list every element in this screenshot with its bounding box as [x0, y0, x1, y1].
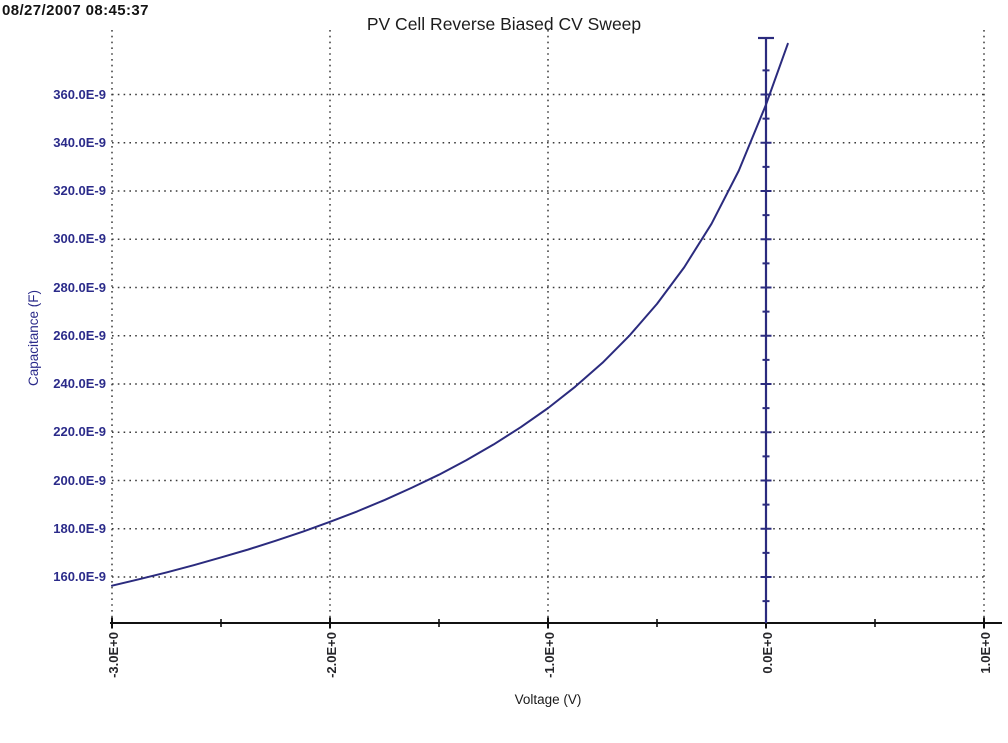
cv-curve — [111, 42, 789, 587]
y-tick-label: 320.0E-9 — [53, 183, 106, 198]
x-tick-label: -1.0E+0 — [542, 632, 557, 678]
y-tick-label: 240.0E-9 — [53, 376, 106, 391]
timestamp: 08/27/2007 08:45:37 — [2, 2, 149, 19]
y-tick-label: 180.0E-9 — [53, 520, 106, 536]
y-tick-label: 340.0E-9 — [53, 134, 106, 150]
y-tick-label: 280.0E-9 — [53, 279, 106, 295]
y-tick-label: 220.0E-9 — [53, 424, 106, 440]
y-tick-label: 260.0E-9 — [53, 327, 106, 343]
x-axis-title: Voltage (V) — [514, 692, 582, 707]
x-tick-label: -2.0E+0 — [324, 632, 339, 678]
y-tick-label: 200.0E-9 — [53, 472, 106, 488]
y-tick-label: 160.0E-9 — [53, 569, 106, 584]
chart-title: PV Cell Reverse Biased CV Sweep — [366, 14, 642, 34]
y-tick-label: 300.0E-9 — [53, 231, 106, 247]
y-tick-label: 360.0E-9 — [53, 86, 106, 102]
x-tick-label: 1.0E+0 — [978, 632, 993, 674]
x-tick-label: 0.0E+0 — [760, 632, 775, 674]
x-tick-label: -3.0E+0 — [106, 632, 121, 678]
